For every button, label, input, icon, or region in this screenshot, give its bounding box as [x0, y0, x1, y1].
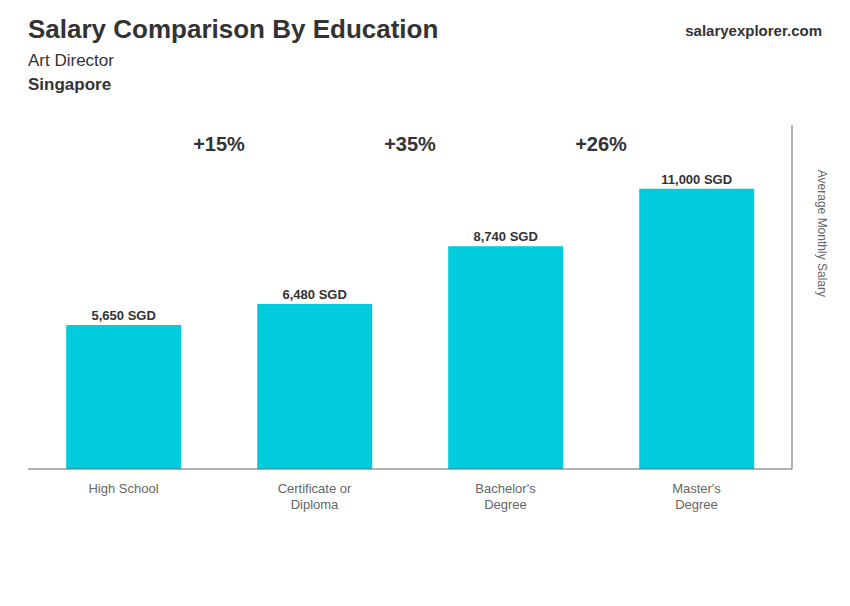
svg-text:8,740 SGD: 8,740 SGD: [474, 229, 538, 244]
html-text:+35%: +35%: [384, 133, 436, 155]
svg-text:Average Monthly Salary: Average Monthly Salary: [815, 170, 829, 297]
svg-text:Bachelor'sDegree: Bachelor'sDegree: [475, 481, 536, 512]
svg-text:5,650 SGD: 5,650 SGD: [92, 308, 156, 323]
html-text:Art Director: Art Director: [28, 51, 114, 70]
html-text:salaryexplorer.com: salaryexplorer.com: [685, 22, 822, 39]
svg-text:6,480 SGD: 6,480 SGD: [283, 287, 347, 302]
svg-text:Master'sDegree: Master'sDegree: [672, 481, 721, 512]
html-text:+26%: +26%: [575, 133, 627, 155]
svg-text:11,000 SGD: 11,000 SGD: [661, 172, 732, 187]
html-text:Salary Comparison By Education: Salary Comparison By Education: [28, 14, 439, 44]
html-text:+15%: +15%: [193, 133, 245, 155]
html-text:Singapore: Singapore: [28, 75, 112, 94]
svg-text:High School: High School: [88, 481, 158, 496]
svg-text:Certificate orDiploma: Certificate orDiploma: [278, 481, 352, 512]
